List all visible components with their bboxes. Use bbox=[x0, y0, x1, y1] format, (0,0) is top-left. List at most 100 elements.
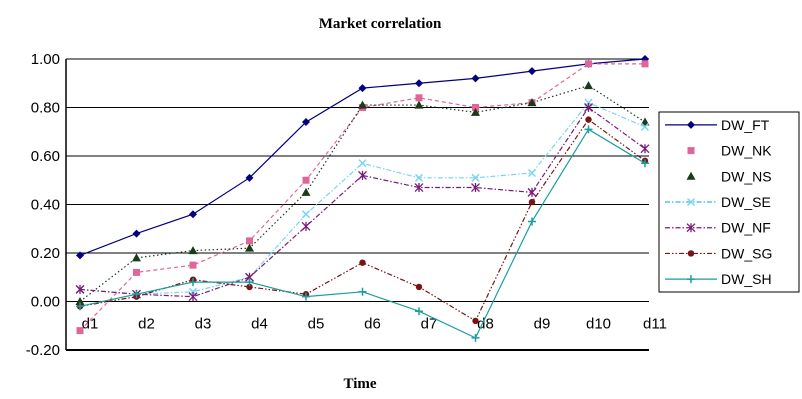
data-point bbox=[132, 290, 141, 299]
x-tick-label: d8 bbox=[477, 316, 494, 333]
legend-label: DW_SE bbox=[721, 194, 771, 210]
data-point bbox=[302, 118, 310, 127]
data-point bbox=[471, 173, 480, 182]
data-point bbox=[527, 168, 537, 178]
data-point bbox=[584, 125, 593, 134]
legend: DW_FT DW_NK DW_NS DW_SE DW_NF DW_SG DW_SH bbox=[658, 111, 800, 293]
data-point bbox=[640, 117, 650, 126]
data-point bbox=[189, 261, 197, 269]
data-point bbox=[132, 229, 141, 238]
data-point bbox=[415, 79, 423, 88]
x-tick-label: d11 bbox=[643, 316, 667, 333]
data-point bbox=[414, 173, 424, 182]
legend-label: DW_NF bbox=[721, 220, 771, 236]
legend-swatch-marker bbox=[687, 120, 695, 129]
series-line-dw-nf bbox=[79, 106, 646, 298]
legend-label: DW_FT bbox=[721, 117, 770, 133]
data-point bbox=[471, 107, 480, 116]
data-point bbox=[471, 74, 480, 83]
x-axis-title: Time bbox=[343, 376, 376, 392]
x-tick-label: d4 bbox=[251, 316, 268, 333]
data-point bbox=[188, 292, 198, 302]
data-point bbox=[471, 183, 480, 193]
legend-item-dw-nk: DW_NK bbox=[687, 143, 772, 159]
data-point bbox=[584, 103, 593, 112]
series-line-dw-ns bbox=[79, 85, 646, 302]
data-point bbox=[358, 287, 367, 296]
legend-label: DW_NK bbox=[721, 143, 772, 159]
data-point bbox=[302, 176, 310, 184]
legend-swatch-marker bbox=[687, 147, 695, 155]
x-tick-label: d10 bbox=[586, 316, 611, 333]
data-point bbox=[245, 243, 254, 252]
data-point bbox=[640, 144, 650, 154]
legend-swatch-marker bbox=[686, 171, 696, 180]
data-point bbox=[585, 60, 592, 68]
legend-item-dw-ft: DW_FT bbox=[665, 117, 770, 133]
x-tick-label: d6 bbox=[364, 316, 381, 333]
data-point bbox=[75, 297, 85, 305]
chart-title: Market correlation bbox=[319, 16, 442, 32]
data-point bbox=[76, 302, 84, 311]
legend-swatch-marker bbox=[687, 275, 695, 284]
data-point bbox=[245, 278, 254, 287]
data-point bbox=[358, 170, 367, 180]
legend-box bbox=[658, 111, 800, 293]
series-dw-nf bbox=[75, 103, 650, 302]
data-point bbox=[585, 116, 592, 123]
data-point bbox=[415, 283, 423, 291]
y-tick-label: 0.80 bbox=[31, 100, 60, 117]
y-tick-label: 0.20 bbox=[31, 245, 60, 262]
series bbox=[75, 55, 650, 342]
legend-label: DW_SG bbox=[721, 245, 772, 261]
y-tick-label: 1.00 bbox=[31, 51, 60, 68]
data-point bbox=[528, 67, 536, 76]
legend-item-dw-nf: DW_NF bbox=[665, 220, 771, 236]
y-tick-label: 0.00 bbox=[31, 294, 60, 311]
data-point bbox=[358, 159, 367, 168]
data-point bbox=[584, 81, 593, 90]
data-point bbox=[189, 210, 197, 219]
data-point bbox=[359, 259, 366, 266]
data-point bbox=[472, 104, 479, 111]
data-point bbox=[76, 327, 84, 335]
data-point bbox=[472, 317, 479, 325]
x-tick-label: d2 bbox=[138, 316, 155, 333]
data-point bbox=[76, 251, 84, 260]
data-point bbox=[75, 284, 85, 294]
data-point bbox=[358, 100, 367, 109]
legend-item-dw-sg: DW_SG bbox=[665, 245, 772, 261]
series-dw-ft bbox=[76, 55, 649, 260]
data-point bbox=[641, 159, 649, 168]
legend-label: DW_NS bbox=[721, 168, 772, 184]
legend-swatch-marker bbox=[686, 223, 696, 233]
data-point bbox=[641, 60, 649, 68]
legend-item-dw-sh: DW_SH bbox=[665, 271, 772, 287]
data-point bbox=[527, 98, 537, 107]
data-point bbox=[301, 187, 311, 196]
data-point bbox=[358, 84, 367, 93]
data-point bbox=[640, 122, 650, 131]
x-tick-label: d1 bbox=[82, 316, 99, 333]
y-tick-label: -0.20 bbox=[26, 342, 60, 359]
series-dw-sh bbox=[76, 125, 649, 342]
data-point bbox=[302, 292, 310, 301]
data-point bbox=[246, 237, 253, 245]
data-point bbox=[414, 100, 424, 109]
data-point bbox=[301, 221, 311, 231]
x-tick-labels: d1 d2 d3 d4 d5 d6 d7 d8 d9 d10 d11 bbox=[82, 316, 667, 333]
data-point bbox=[245, 173, 254, 182]
data-point bbox=[301, 210, 311, 219]
legend-label: DW_SH bbox=[721, 271, 772, 287]
data-point bbox=[528, 217, 536, 226]
legend-item-dw-se: DW_SE bbox=[665, 194, 771, 210]
data-point bbox=[528, 198, 536, 206]
y-tick-label: 0.60 bbox=[31, 148, 60, 165]
legend-swatch-marker bbox=[686, 197, 696, 207]
y-tick-labels: -0.20 0.00 0.20 0.40 0.60 0.80 1.00 bbox=[26, 51, 60, 359]
x-tick-label: d7 bbox=[421, 316, 438, 333]
y-tick-label: 0.40 bbox=[31, 197, 60, 214]
data-point bbox=[133, 268, 140, 276]
data-point bbox=[527, 187, 537, 197]
